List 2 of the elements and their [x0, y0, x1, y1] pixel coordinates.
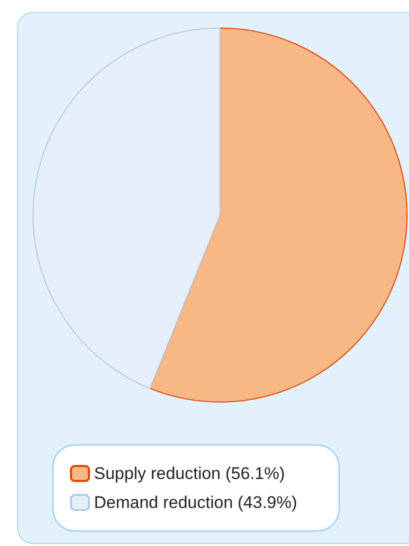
legend-label: Demand reduction (43.9%): [94, 493, 298, 512]
legend-label: Supply reduction (56.1%): [94, 464, 285, 483]
